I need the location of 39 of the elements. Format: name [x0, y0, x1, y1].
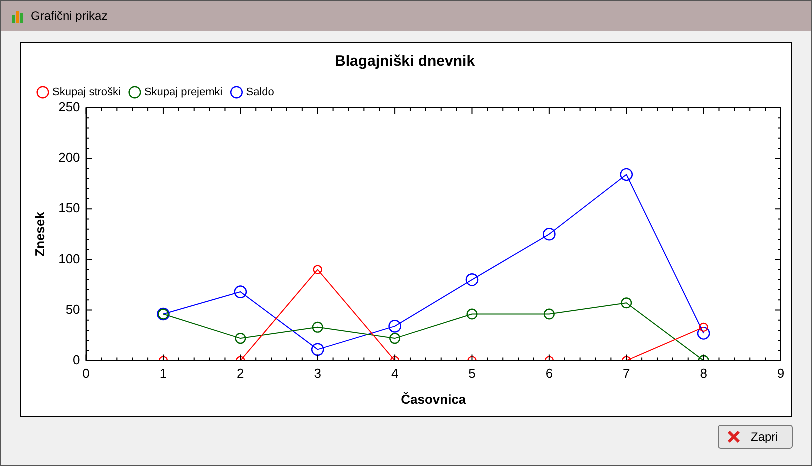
point [313, 265, 322, 274]
x-tick-label: 5 [468, 366, 476, 382]
x-tick-label: 2 [237, 366, 244, 382]
point [621, 298, 632, 309]
x-tick-label: 4 [391, 366, 399, 382]
y-tick-label: 50 [66, 302, 80, 317]
y-tick-label: 100 [58, 251, 80, 266]
point [544, 308, 555, 320]
y-axis-title: Znesek [32, 211, 48, 257]
legend-label: Skupaj stroški [52, 86, 121, 99]
point [620, 168, 634, 182]
point [390, 333, 401, 344]
point [699, 322, 708, 332]
text: Grafični prikaz [31, 9, 108, 23]
x-tick-label: 0 [82, 366, 90, 382]
point [388, 320, 402, 333]
text: Zapri [751, 430, 778, 444]
point [466, 308, 478, 320]
x-tick-label: 9 [777, 366, 785, 382]
x-axis-title: Časovnica [401, 392, 467, 407]
point [543, 228, 556, 241]
y-tick-label: 200 [58, 150, 80, 166]
x-tick-label: 7 [623, 366, 630, 382]
y-tick-label: 250 [58, 100, 80, 115]
point [697, 327, 710, 340]
x-tick-label: 8 [700, 366, 708, 382]
y-tick-label: 0 [73, 352, 80, 368]
legend-label: Skupaj prejemki [144, 86, 223, 99]
x-tick-label: 3 [314, 366, 322, 382]
point [311, 343, 324, 356]
chart-title: Blagajniški dnevnik [334, 53, 476, 70]
x-tick-label: 6 [546, 366, 554, 382]
x-tick-label: 1 [160, 366, 168, 382]
legend-label: Saldo [246, 86, 274, 99]
point [466, 274, 479, 286]
y-tick-label: 150 [58, 200, 80, 216]
point [235, 333, 246, 344]
point [234, 286, 248, 298]
point [312, 322, 324, 333]
